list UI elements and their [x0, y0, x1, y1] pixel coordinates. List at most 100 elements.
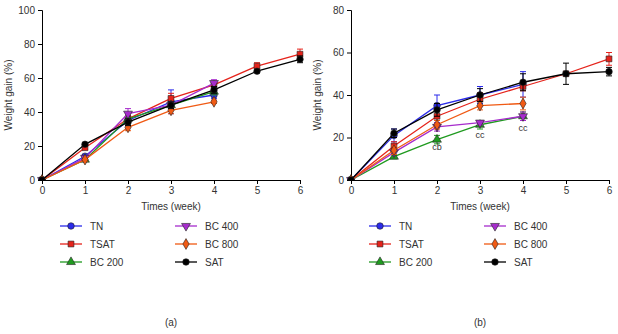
x-tick-mark — [171, 180, 172, 184]
data-point — [477, 92, 484, 99]
x-tick: 2 — [126, 180, 132, 196]
data-point — [124, 111, 133, 119]
x-axis-title: Times (week) — [450, 201, 510, 212]
x-tick-mark — [128, 180, 129, 184]
data-point — [563, 70, 570, 77]
error-bar-cap — [391, 141, 397, 142]
data-point — [477, 92, 484, 99]
legend-item: BC 800 — [484, 239, 548, 250]
y-tick-mark — [38, 44, 42, 45]
data-point — [563, 71, 569, 77]
data-point — [168, 102, 175, 109]
y-axis-title: Weight gain (%) — [312, 60, 323, 131]
x-tick: 3 — [169, 180, 175, 196]
error-bar-cap — [477, 101, 483, 102]
y-tick-mark — [38, 78, 42, 79]
x-tick-mark — [214, 180, 215, 184]
y-tick-mark — [347, 10, 351, 11]
error-bar-cap — [563, 63, 569, 64]
y-axis-title: Weight gain (%) — [3, 60, 14, 131]
y-tick-label: 80 — [333, 5, 345, 16]
legend-label: SAT — [205, 257, 224, 268]
x-tick-label: 6 — [298, 185, 304, 196]
y-tick-label: 20 — [333, 132, 345, 143]
x-tick-mark — [480, 180, 481, 184]
error-bar — [391, 129, 397, 142]
y-tick-label: 60 — [333, 47, 345, 58]
y-tick-label: 20 — [24, 141, 36, 152]
data-point — [39, 175, 45, 180]
data-point — [297, 56, 304, 63]
x-tick-label: 3 — [478, 185, 484, 196]
y-tick-mark — [38, 180, 42, 181]
x-tick-label: 0 — [349, 185, 355, 196]
x-tick-label: 5 — [255, 185, 261, 196]
error-bar-cap — [434, 116, 440, 117]
x-tick-label: 4 — [521, 185, 527, 196]
y-tick: 80 — [333, 5, 351, 16]
y-tick: 60 — [333, 47, 351, 58]
data-point — [39, 177, 46, 180]
data-point — [520, 79, 527, 86]
error-bar — [125, 119, 131, 126]
x-tick-mark — [394, 180, 395, 184]
series-line — [42, 54, 300, 180]
legend: TNTSATBC 200BC 400BC 800SAT — [369, 221, 548, 268]
error-bar-cap — [434, 116, 440, 117]
error-bar — [211, 87, 217, 94]
legend-label: TSAT — [399, 239, 424, 250]
legend-symbol — [67, 257, 76, 265]
y-tick: 40 — [333, 90, 351, 101]
error-bar — [477, 87, 483, 104]
data-point — [476, 120, 485, 128]
error-bar — [391, 129, 397, 138]
y-tick-label: 100 — [18, 5, 35, 16]
series — [348, 97, 526, 180]
series — [39, 56, 304, 180]
error-bar-cap — [391, 129, 397, 130]
y-tick-label: 0 — [338, 175, 344, 186]
error-bar-cap — [391, 137, 397, 138]
x-tick: 5 — [564, 180, 570, 196]
error-bar-cap — [563, 84, 569, 85]
legend-item: SAT — [175, 257, 224, 268]
error-bar — [606, 53, 612, 66]
legend-item: BC 400 — [484, 221, 548, 232]
x-axis-line — [352, 181, 610, 185]
y-tick: 40 — [24, 107, 42, 118]
error-bar-cap — [168, 93, 174, 94]
y-tick: 60 — [24, 73, 42, 84]
error-bar-cap — [434, 103, 440, 104]
data-point — [254, 68, 261, 75]
figure: 0123456020406080100Times (week)Weight ga… — [0, 0, 618, 334]
legend-label: BC 200 — [90, 257, 124, 268]
data-point — [211, 87, 218, 94]
x-tick-mark — [257, 180, 258, 184]
error-bar-cap — [520, 90, 526, 91]
series-line — [351, 72, 609, 180]
legend-item: BC 400 — [175, 221, 239, 232]
y-tick-mark — [38, 10, 42, 11]
y-tick-label: 60 — [24, 73, 36, 84]
legend-label: BC 800 — [205, 239, 239, 250]
legend-symbol — [491, 223, 500, 231]
legend-label: TN — [90, 221, 103, 232]
error-bar — [520, 72, 526, 98]
y-tick: 100 — [18, 5, 42, 16]
data-point — [434, 119, 440, 130]
legend-item: SAT — [484, 257, 533, 268]
legend-label: BC 400 — [514, 221, 548, 232]
data-point — [391, 130, 398, 137]
plot-area — [38, 49, 304, 180]
error-bar-cap — [125, 108, 131, 109]
legend-symbol — [377, 241, 383, 247]
error-bar-cap — [477, 101, 483, 102]
legend: TNTSATBC 200BC 400BC 800SAT — [60, 221, 239, 268]
x-tick: 4 — [212, 180, 218, 196]
x-tick-label: 1 — [392, 185, 398, 196]
x-tick: 1 — [83, 180, 89, 196]
data-point — [39, 177, 46, 180]
data-point — [167, 100, 176, 108]
x-tick: 2 — [435, 180, 441, 196]
data-point — [211, 96, 217, 107]
